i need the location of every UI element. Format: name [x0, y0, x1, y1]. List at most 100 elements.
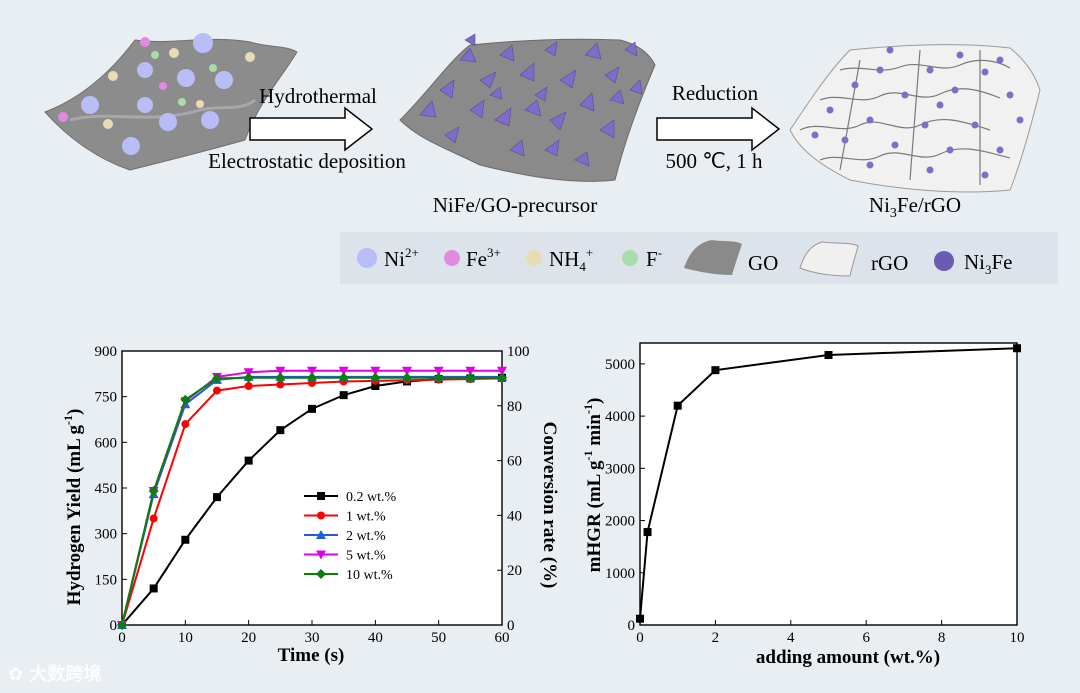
left-chart-xlabel: Time (s) — [278, 645, 345, 666]
data-point — [181, 535, 190, 544]
data-point — [371, 382, 380, 391]
y-tick-label: 2000 — [605, 514, 635, 530]
data-point — [338, 366, 349, 376]
y-tick-label: 450 — [95, 481, 118, 497]
x-tick-label: 0 — [118, 630, 126, 646]
y-tick-label: 750 — [95, 390, 118, 406]
right-chart-ylabel: mHGR (mL g-1 min-1) — [581, 398, 605, 573]
x-tick-label: 0 — [636, 630, 644, 646]
data-point — [339, 391, 348, 400]
left-plot-area — [121, 350, 503, 626]
data-point — [244, 382, 253, 391]
hydrogen-yield-chart: 0 10 20 30 40 50 60015030045060075090002040608… — [61, 344, 560, 666]
arrow-hydrothermal — [249, 106, 374, 152]
y-tick-label: 1000 — [605, 566, 635, 582]
y-tick-label: 900 — [95, 344, 118, 360]
x-tick-label: 60 — [495, 630, 510, 646]
step1-top-label: Hydrothermal — [259, 84, 377, 108]
data-point — [643, 528, 652, 537]
right-chart-xlabel: adding amount (wt.%) — [756, 647, 940, 668]
y2-tick-label: 0 — [507, 618, 515, 634]
x-tick-label: 50 — [431, 630, 446, 646]
data-point — [275, 366, 286, 376]
legend-marker — [317, 492, 325, 500]
data-point — [711, 366, 720, 375]
y-tick-label: 300 — [95, 527, 118, 543]
data-point — [673, 401, 682, 410]
legend-label: 2 wt.% — [346, 529, 386, 544]
legend-label: 10 wt.% — [346, 568, 393, 583]
data-point — [433, 372, 444, 383]
data-point — [213, 493, 221, 502]
y-tick-label: 0 — [628, 618, 636, 634]
y2-tick-label: 100 — [507, 344, 530, 360]
left-chart-y2label: Conversion rate (%) — [539, 422, 560, 589]
data-point — [213, 386, 221, 395]
svg-text:rGO: rGO — [871, 251, 908, 275]
data-point — [149, 514, 158, 523]
series-line — [639, 347, 1018, 619]
data-point — [465, 366, 476, 376]
y-tick-label: 0 — [110, 618, 118, 634]
data-point — [149, 584, 158, 593]
y2-tick-label: 80 — [507, 399, 522, 415]
data-point — [1013, 344, 1021, 353]
x-tick-label: 2 — [712, 630, 720, 646]
x-tick-label: 8 — [938, 630, 946, 646]
data-point — [824, 351, 833, 360]
x-tick-label: 10 — [1010, 630, 1025, 646]
x-tick-label: 10 — [178, 630, 193, 646]
watermark: ✿ 大数跨境 — [8, 664, 102, 685]
legend-label: 0.2 wt.% — [346, 490, 397, 505]
svg-text:GO: GO — [748, 251, 778, 275]
product2-label: Ni3Fe/rGO — [869, 193, 961, 221]
data-point — [402, 366, 412, 376]
data-point — [433, 366, 444, 376]
legend-marker — [316, 569, 326, 579]
legend-marker — [316, 550, 326, 560]
data-point — [117, 620, 127, 630]
data-point — [370, 366, 381, 376]
data-point — [497, 372, 507, 383]
data-point — [180, 394, 191, 405]
product1-label: NiFe/GO-precursor — [433, 193, 597, 217]
go-sheet-with-ions — [44, 33, 298, 171]
data-point — [244, 456, 253, 465]
y2-tick-label: 40 — [507, 508, 522, 524]
y-tick-label: 600 — [95, 435, 118, 451]
data-point — [497, 366, 507, 376]
data-point — [148, 486, 159, 497]
y2-tick-label: 20 — [507, 563, 522, 579]
data-point — [181, 420, 190, 429]
data-point — [402, 372, 412, 383]
x-tick-label: 30 — [305, 630, 320, 646]
svg-text:NH4+: NH4+ — [549, 245, 593, 274]
data-point — [307, 366, 317, 376]
data-point — [243, 372, 254, 383]
data-point — [308, 378, 316, 387]
data-point — [308, 404, 316, 413]
left-chart-ylabel: Hydrogen Yield (mL g-1) — [61, 409, 85, 606]
legend-label: 1 wt.% — [346, 510, 386, 525]
data-point — [275, 372, 286, 383]
mhgr-chart: 0 2 4 6 8 10 0 1000 2000 3000 4000 5000 adding amou… — [581, 342, 1025, 668]
data-point — [370, 372, 381, 383]
x-tick-label: 6 — [862, 630, 870, 646]
legend-marker — [317, 511, 325, 520]
arrow-reduction — [656, 106, 781, 152]
data-point — [276, 426, 285, 435]
legend-marker — [316, 530, 326, 539]
x-tick-label: 4 — [787, 630, 795, 646]
x-tick-label: 20 — [241, 630, 256, 646]
data-point — [465, 372, 476, 383]
data-point — [276, 380, 285, 389]
series-4 — [117, 372, 507, 630]
y-tick-label: 3000 — [605, 461, 635, 477]
step2-top-label: Reduction — [672, 81, 759, 105]
data-point — [338, 372, 349, 383]
y-tick-label: 4000 — [605, 409, 635, 425]
data-point — [307, 372, 317, 383]
y2-tick-label: 60 — [507, 454, 522, 470]
y-tick-label: 5000 — [605, 357, 635, 373]
data-point — [636, 614, 644, 623]
